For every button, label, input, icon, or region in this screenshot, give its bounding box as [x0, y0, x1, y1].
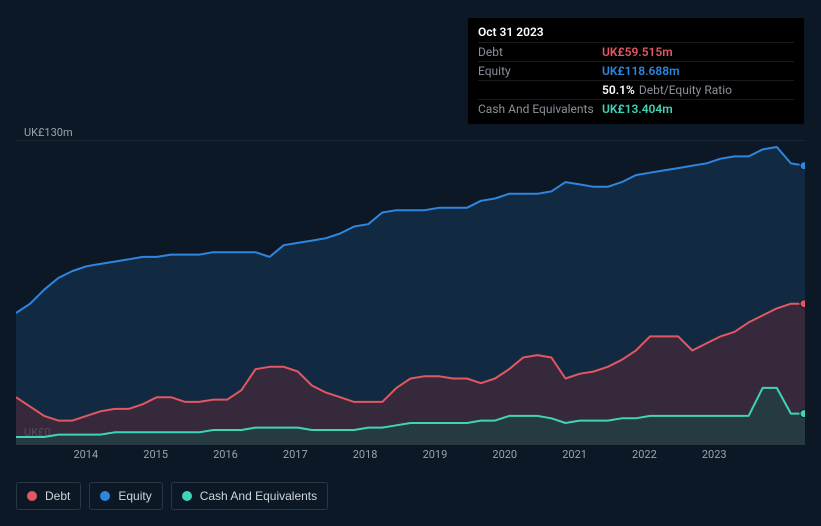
area-chart[interactable] [16, 140, 805, 444]
x-tick: 2015 [143, 448, 168, 461]
tooltip-label-cash: Cash And Equivalents [478, 101, 602, 117]
tooltip-label-debt: Debt [478, 44, 602, 60]
x-tick: 2019 [423, 448, 448, 461]
chart-tooltip: Oct 31 2023 Debt UK£59.515m Equity UK£11… [468, 18, 804, 124]
x-tick: 2023 [702, 448, 727, 461]
gridline-bottom [16, 444, 805, 445]
circle-icon [182, 491, 192, 501]
x-tick: 2017 [283, 448, 308, 461]
legend-label-debt: Debt [45, 489, 70, 503]
x-tick: 2022 [632, 448, 657, 461]
tooltip-value-equity: UK£118.688m [602, 63, 680, 79]
legend-item-debt[interactable]: Debt [16, 482, 81, 510]
tooltip-value-cash: UK£13.404m [602, 101, 673, 117]
legend-label-cash: Cash And Equivalents [200, 489, 317, 503]
x-tick: 2020 [492, 448, 517, 461]
tooltip-value-debt: UK£59.515m [602, 44, 673, 60]
x-tick: 2021 [562, 448, 587, 461]
x-tick: 2014 [73, 448, 98, 461]
tooltip-ratio-value: 50.1% [602, 83, 635, 97]
x-axis: 2014 2015 2016 2017 2018 2019 2020 2021 2022 2023 [16, 448, 805, 464]
legend-item-equity[interactable]: Equity [89, 482, 162, 510]
x-tick: 2016 [213, 448, 238, 461]
chart-legend: Debt Equity Cash And Equivalents [16, 482, 328, 510]
legend-item-cash[interactable]: Cash And Equivalents [171, 482, 328, 510]
legend-label-equity: Equity [118, 489, 151, 503]
x-tick: 2018 [353, 448, 378, 461]
y-axis-label-max: UK£130m [24, 126, 73, 139]
circle-icon [27, 491, 37, 501]
circle-icon [100, 491, 110, 501]
tooltip-ratio-label: Debt/Equity Ratio [639, 83, 732, 97]
tooltip-date: Oct 31 2023 [478, 24, 794, 42]
tooltip-label-ratio [478, 82, 602, 98]
tooltip-label-equity: Equity [478, 63, 602, 79]
